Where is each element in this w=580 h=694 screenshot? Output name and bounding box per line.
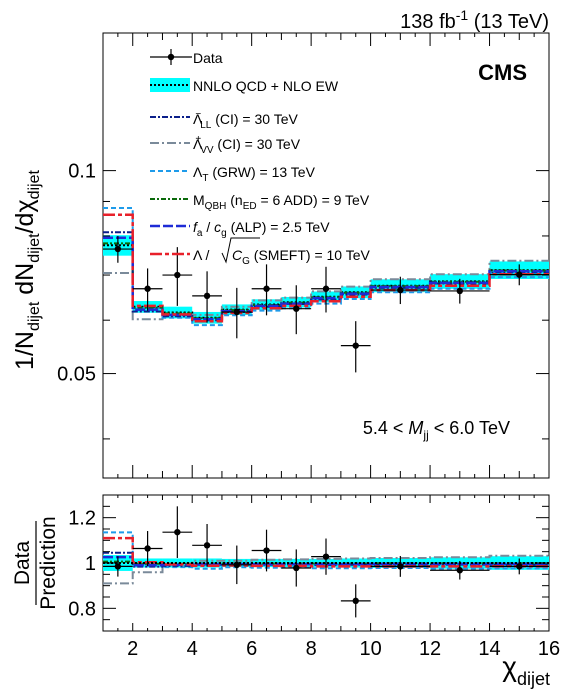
ratio-ylabel-top: Data [11,541,34,586]
ratio-data-point [456,567,463,574]
data-point [144,285,151,292]
x-tick-label: 12 [419,638,441,660]
ratio-data-point [114,563,122,570]
legend-entry-smeft: Λ / CG (SMEFT) = 10 TeV [150,237,371,267]
legend-label-data: Data [193,50,223,66]
legend-label-sm: NNLO QCD + NLO EW [193,78,339,94]
legend-label-grw: ΛT (GRW) = 13 TeV [193,164,316,184]
ratio-data-point [397,563,404,570]
x-tick-label: 6 [246,638,257,660]
ratio-y-label: Data Prediction [11,516,60,609]
ratio-line-alp [103,555,549,567]
data-point [174,271,181,279]
series-line-smeft [103,213,549,323]
data-point [293,305,300,312]
data-point [233,308,240,316]
legend-label-smeft: Λ / [193,247,209,263]
ratio-y-tick-label: 1.2 [68,508,96,530]
ratio-data-point [352,597,359,605]
data-point [114,245,122,253]
legend-entry-qbh: MQBH (nED = 6 ADD) = 9 TeV [150,192,370,212]
y-axis-label: 1/Ndijet dNdijet/dχdijet [11,170,43,370]
ratio-data-point [144,545,151,552]
data-point [456,287,463,295]
ratio-data-point [203,542,211,549]
legend-entry-alp: fa / cg (ALP) = 2.5 TeV [150,219,330,239]
x-tick-label: 2 [127,638,138,660]
ratio-data-point [516,563,523,570]
data-point [516,271,523,278]
ratio-data-point [174,528,181,536]
x-tick-label: 14 [478,638,500,660]
legend: Data NNLO QCD + NLO EW Λ−LL (CI) = 30 Te… [150,49,371,267]
data-point [322,285,330,292]
ratio-band-bin [162,558,193,568]
ratio-ylabel-bottom: Prediction [37,516,60,609]
data-point [263,285,270,292]
legend-entry-ll: Λ−LL (CI) = 30 TeV [150,109,298,131]
legend-entry-vv: Λ+VV (CI) = 30 TeV [150,134,301,156]
ratio-y-tick-label: 0.8 [68,598,96,620]
legend-label-vv: Λ+VV (CI) = 30 TeV [193,134,301,156]
x-tick-label: 10 [359,638,381,660]
data-point [203,292,211,300]
y-tick-label: 0.1 [68,161,96,183]
ratio-panel: 2 4 6 8 10 12 14 16 0.8 1 1.2 [68,494,560,660]
y-tick-label: 0.05 [57,364,96,386]
legend-entry-data: Data [150,49,223,66]
svg-text:CG (SMEFT) = 10 TeV: CG (SMEFT) = 10 TeV [232,247,371,267]
x-tick-label: 4 [187,638,198,660]
legend-label-qbh: MQBH (nED = 6 ADD) = 9 TeV [193,192,370,212]
data-point [352,342,359,349]
legend-entry-grw: ΛT (GRW) = 13 TeV [150,164,316,184]
legend-label-alp: fa / cg (ALP) = 2.5 TeV [193,219,330,239]
ratio-data-point [263,547,270,554]
sqrt-symbol [221,237,260,264]
legend-entry-sm: NNLO QCD + NLO EW [150,78,339,94]
x-tick-label: 8 [306,638,317,660]
lumi-label: 138 fb-1 (13 TeV) [400,7,549,33]
legend-label-ll: Λ−LL (CI) = 30 TeV [193,109,298,131]
x-tick-label: 16 [538,638,560,660]
ratio-data-point [233,561,240,569]
ratio-y-tick-label: 1 [85,553,96,575]
experiment-label: CMS [478,60,527,85]
ratio-data-point [293,564,300,572]
data-point [397,286,404,294]
ratio-data-point [322,553,330,560]
main-panel: 0.050.1 CMS 5.4 < Mjj < 6.0 TeV [57,32,550,479]
